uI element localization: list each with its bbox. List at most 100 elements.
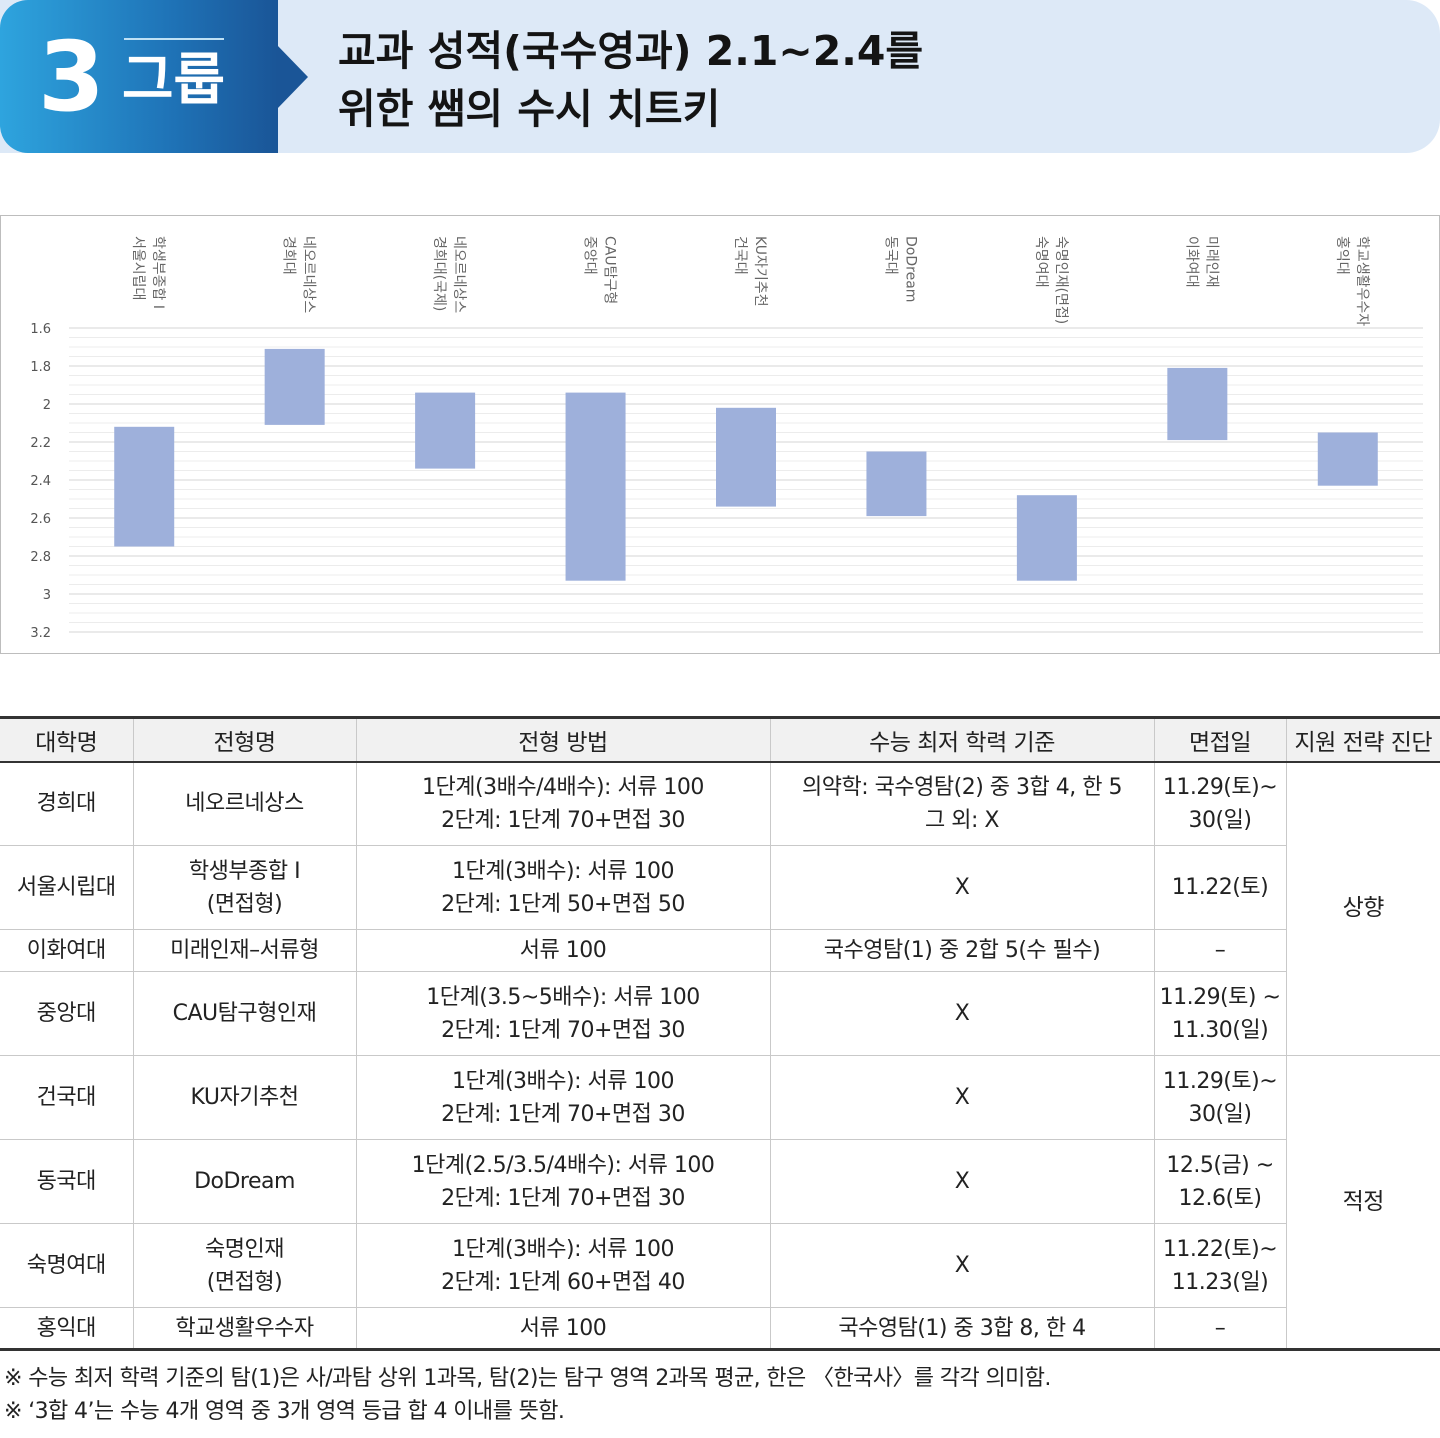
cell-strategy: 적정 xyxy=(1285,1055,1440,1351)
cell-univ: 중앙대 xyxy=(0,971,134,1056)
cell-method-line: 1단계(3배수): 서류 100 xyxy=(452,1068,675,1094)
cell-minimum: 의약학: 국수영탐(2) 중 3합 4, 한 5 그 외: X xyxy=(769,761,1155,846)
cell-interview-line: 12.6(토) xyxy=(1178,1185,1262,1211)
cell-interview-line: 11.29(토)~ xyxy=(1162,1068,1278,1094)
table-row: 홍익대 학교생활우수자 서류 100 국수영탐(1) 중 3합 8, 한 4 – xyxy=(0,1307,1440,1351)
title-line-1: 교과 성적(국수영과) 2.1~2.4를 xyxy=(338,27,924,75)
cell-minimum: X xyxy=(769,1055,1155,1140)
col-header-univ: 대학명 xyxy=(0,716,134,763)
cell-minimum: X xyxy=(769,971,1155,1056)
cell-method-line: 1단계(3배수/4배수): 서류 100 xyxy=(422,774,704,800)
category-univ-label: 숙명여대 xyxy=(1033,236,1049,288)
badge-arrow-icon xyxy=(276,44,308,110)
col-header-track: 전형명 xyxy=(132,716,357,763)
cell-method: 1단계(2.5/3.5/4배수): 서류 100 2단계: 1단계 70+면접 3… xyxy=(355,1139,771,1224)
y-tick-label: 3.2 xyxy=(30,626,51,641)
cell-interview-line: 11.29(토) ~ xyxy=(1159,984,1281,1010)
cell-interview-line: 11.22(토) xyxy=(1171,875,1269,900)
cell-method-line: 서류 100 xyxy=(519,1315,607,1341)
cell-minimum-line: X xyxy=(954,1169,970,1194)
cell-track: CAU탐구형인재 xyxy=(132,971,357,1056)
category-track-label: KU자기추천 xyxy=(752,236,768,307)
cell-track: DoDream xyxy=(132,1139,357,1224)
range-bar xyxy=(114,426,175,547)
badge-divider xyxy=(124,38,224,40)
range-bar xyxy=(1167,367,1228,441)
col-header-strategy: 지원 전략 진단 xyxy=(1285,716,1440,763)
cell-track: 미래인재–서류형 xyxy=(132,929,357,972)
cell-method: 1단계(3배수): 서류 100 2단계: 1단계 50+면접 50 xyxy=(355,845,771,930)
footnote-2: ※ ‘3합 4’는 수능 4개 영역 중 3개 영역 등급 합 4 이내를 뜻함… xyxy=(4,1399,565,1424)
y-tick-label: 1.8 xyxy=(30,360,51,375)
cell-method: 1단계(3배수/4배수): 서류 100 2단계: 1단계 70+면접 30 xyxy=(355,761,771,846)
category-univ-label: 중앙대 xyxy=(582,236,598,275)
cell-track-line: CAU탐구형인재 xyxy=(172,1001,317,1026)
category-track-label: 숙명인재(면접) xyxy=(1053,236,1069,324)
cell-minimum: 국수영탐(1) 중 3합 8, 한 4 xyxy=(769,1307,1155,1351)
cell-method-line: 2단계: 1단계 70+면접 30 xyxy=(441,1185,685,1211)
cell-method-line: 2단계: 1단계 70+면접 30 xyxy=(441,807,685,833)
col-header-interview: 면접일 xyxy=(1153,716,1287,763)
cell-univ: 숙명여대 xyxy=(0,1223,134,1308)
cell-method-line: 2단계: 1단계 70+면접 30 xyxy=(441,1101,685,1127)
cell-interview-line: 30(일) xyxy=(1188,807,1252,833)
cell-interview: 11.22(토)~ 11.23(일) xyxy=(1153,1223,1287,1308)
cell-univ: 경희대 xyxy=(0,761,134,846)
cell-method: 1단계(3배수): 서류 100 2단계: 1단계 60+면접 40 xyxy=(355,1223,771,1308)
footnote-1: ※ 수능 최저 학력 기준의 탐(1)은 사/과탐 상위 1과목, 탐(2)는 … xyxy=(4,1366,1051,1391)
cell-minimum-line: X xyxy=(954,1253,970,1278)
category-univ-label: 이화여대 xyxy=(1183,236,1199,288)
cell-track: 숙명인재 (면접형) xyxy=(132,1223,357,1308)
cell-method-line: 1단계(3.5~5배수): 서류 100 xyxy=(426,984,700,1010)
y-tick-label: 2.6 xyxy=(30,512,51,527)
table-row: 서울시립대 학생부종합 I (면접형) 1단계(3배수): 서류 100 2단계: 1단… xyxy=(0,845,1440,930)
category-univ-label: 경희대(국제) xyxy=(431,236,447,311)
cell-interview-line: – xyxy=(1214,938,1226,963)
cell-interview: 12.5(금) ~ 12.6(토) xyxy=(1153,1139,1287,1224)
category-univ-label: 동국대 xyxy=(882,236,898,275)
cell-method-line: 서류 100 xyxy=(519,938,607,963)
cell-track: 학생부종합 I (면접형) xyxy=(132,845,357,930)
title-line-2: 위한 쌤의 수시 치트키 xyxy=(338,85,721,133)
cell-univ: 홍익대 xyxy=(0,1307,134,1351)
cell-interview: 11.29(토) ~ 11.30(일) xyxy=(1153,971,1287,1056)
cell-minimum: X xyxy=(769,845,1155,930)
category-track-label: 학교생활우수자 xyxy=(1354,236,1370,326)
y-tick-label: 2.4 xyxy=(30,474,51,489)
col-header-minimum: 수능 최저 학력 기준 xyxy=(769,716,1155,763)
cell-interview-line: 11.29(토)~ xyxy=(1162,774,1278,800)
range-bar xyxy=(1317,432,1378,486)
cell-track-line: 학생부종합 I xyxy=(188,858,301,884)
range-bars xyxy=(114,348,1378,581)
cell-method: 1단계(3배수): 서류 100 2단계: 1단계 70+면접 30 xyxy=(355,1055,771,1140)
cell-univ: 건국대 xyxy=(0,1055,134,1140)
grade-range-chart: 1.6 1.8 2 2.2 2.4 2.6 2.8 3 3.2 학생부종합 I 서울시립대 네오르네… xyxy=(0,215,1440,654)
cell-track-line: 네오르네상스 xyxy=(185,791,304,817)
cell-minimum-line: 그 외: X xyxy=(925,807,999,833)
cell-interview-line: 30(일) xyxy=(1188,1101,1252,1127)
cell-minimum-line: 국수영탐(1) 중 2합 5(수 필수) xyxy=(823,938,1101,963)
y-tick-label: 1.6 xyxy=(30,322,51,337)
cell-interview: 11.22(토) xyxy=(1153,845,1287,930)
cell-method-line: 1단계(3배수): 서류 100 xyxy=(452,858,675,884)
cell-interview: – xyxy=(1153,1307,1287,1351)
cell-track: 네오르네상스 xyxy=(132,761,357,846)
category-track-label: 학생부종합 I xyxy=(150,236,166,309)
cell-univ: 동국대 xyxy=(0,1139,134,1224)
cell-minimum: X xyxy=(769,1223,1155,1308)
cell-interview: 11.29(토)~ 30(일) xyxy=(1153,761,1287,846)
cell-track-line: (면접형) xyxy=(206,1269,283,1295)
y-tick-label: 2 xyxy=(43,398,51,413)
cell-track-line: 학교생활우수자 xyxy=(175,1315,314,1341)
cell-minimum-line: X xyxy=(954,1085,970,1110)
cell-strategy: 상향 xyxy=(1285,761,1440,1056)
group-badge xyxy=(0,0,278,153)
cell-minimum: X xyxy=(769,1139,1155,1224)
footnotes: ※ 수능 최저 학력 기준의 탐(1)은 사/과탐 상위 1과목, 탐(2)는 … xyxy=(4,1362,1434,1432)
category-univ-label: 홍익대 xyxy=(1334,236,1350,275)
cell-track-line: DoDream xyxy=(194,1169,295,1194)
cell-method-line: 1단계(2.5/3.5/4배수): 서류 100 xyxy=(411,1152,715,1178)
col-header-method: 전형 방법 xyxy=(355,716,771,763)
range-bar xyxy=(565,392,626,581)
